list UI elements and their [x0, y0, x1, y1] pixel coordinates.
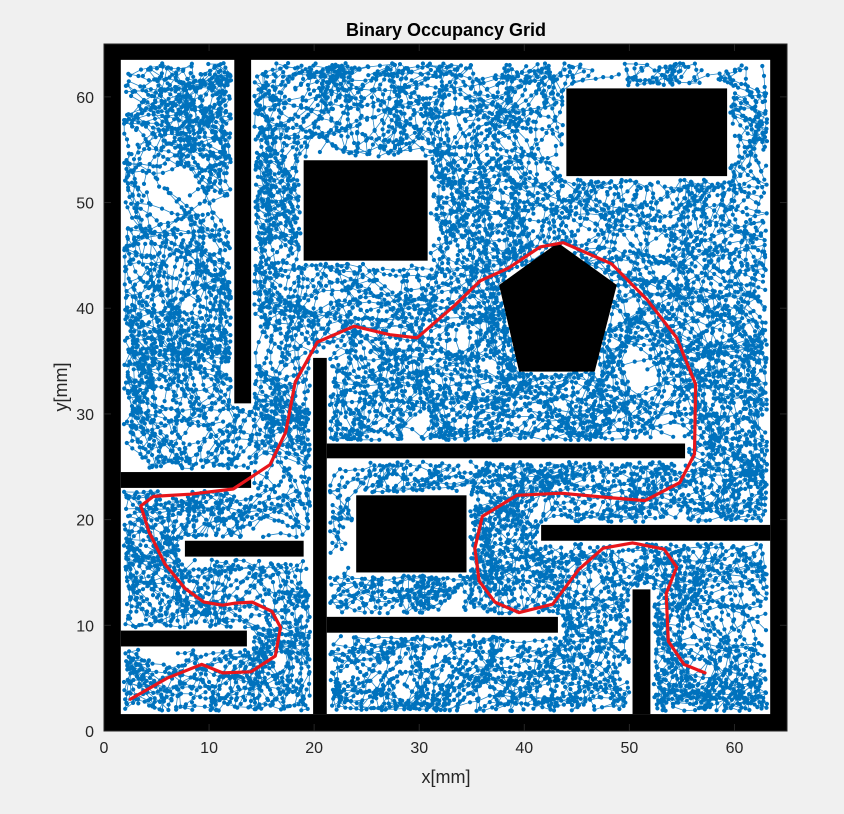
path-series-0 — [128, 241, 707, 701]
wall-6 — [326, 616, 558, 633]
border-wall-0 — [104, 714, 787, 731]
y-tick-label: 20 — [76, 513, 94, 530]
border-wall-1 — [104, 44, 787, 60]
planned-path — [128, 241, 707, 701]
wall-7 — [541, 524, 771, 541]
rrt-tree — [121, 61, 770, 713]
wall-2 — [120, 630, 247, 647]
y-tick-label: 10 — [76, 618, 94, 635]
axes: 0 10 20 30 40 50 60 0 10 20 30 40 50 60 — [76, 43, 788, 757]
x-tick-label: 20 — [305, 740, 323, 757]
x-tick-label: 40 — [515, 740, 533, 757]
wall-4 — [313, 357, 327, 715]
x-axis-label: x[mm] — [422, 767, 471, 787]
rect-obstacle-2 — [566, 88, 728, 177]
rect-obstacle-0 — [303, 160, 428, 261]
rect-obstacle-1 — [356, 495, 467, 573]
x-tick-label: 10 — [200, 740, 218, 757]
wall-8 — [632, 589, 651, 715]
x-tick-label: 30 — [410, 740, 428, 757]
x-tick-label: 50 — [620, 740, 638, 757]
y-axis-label: y[mm] — [51, 363, 71, 412]
axes-box — [103, 43, 788, 732]
chart-title: Binary Occupancy Grid — [346, 20, 546, 40]
border-wall-2 — [104, 44, 121, 731]
obstacles — [104, 44, 787, 731]
x-tick-label: 60 — [726, 740, 744, 757]
wall-0 — [234, 44, 252, 404]
wall-5 — [326, 443, 686, 459]
tree-nodes — [121, 61, 770, 713]
wall-1 — [120, 472, 252, 488]
y-tick-label: 0 — [85, 724, 94, 741]
x-tick-label: 0 — [100, 740, 109, 757]
border-wall-3 — [770, 44, 787, 731]
y-tick-label: 40 — [76, 301, 94, 318]
y-tick-label: 30 — [76, 407, 94, 424]
y-tick-label: 50 — [76, 196, 94, 213]
wall-3 — [184, 540, 304, 557]
pentagon-obstacle-0 — [499, 242, 617, 372]
y-tick-label: 60 — [76, 90, 94, 107]
